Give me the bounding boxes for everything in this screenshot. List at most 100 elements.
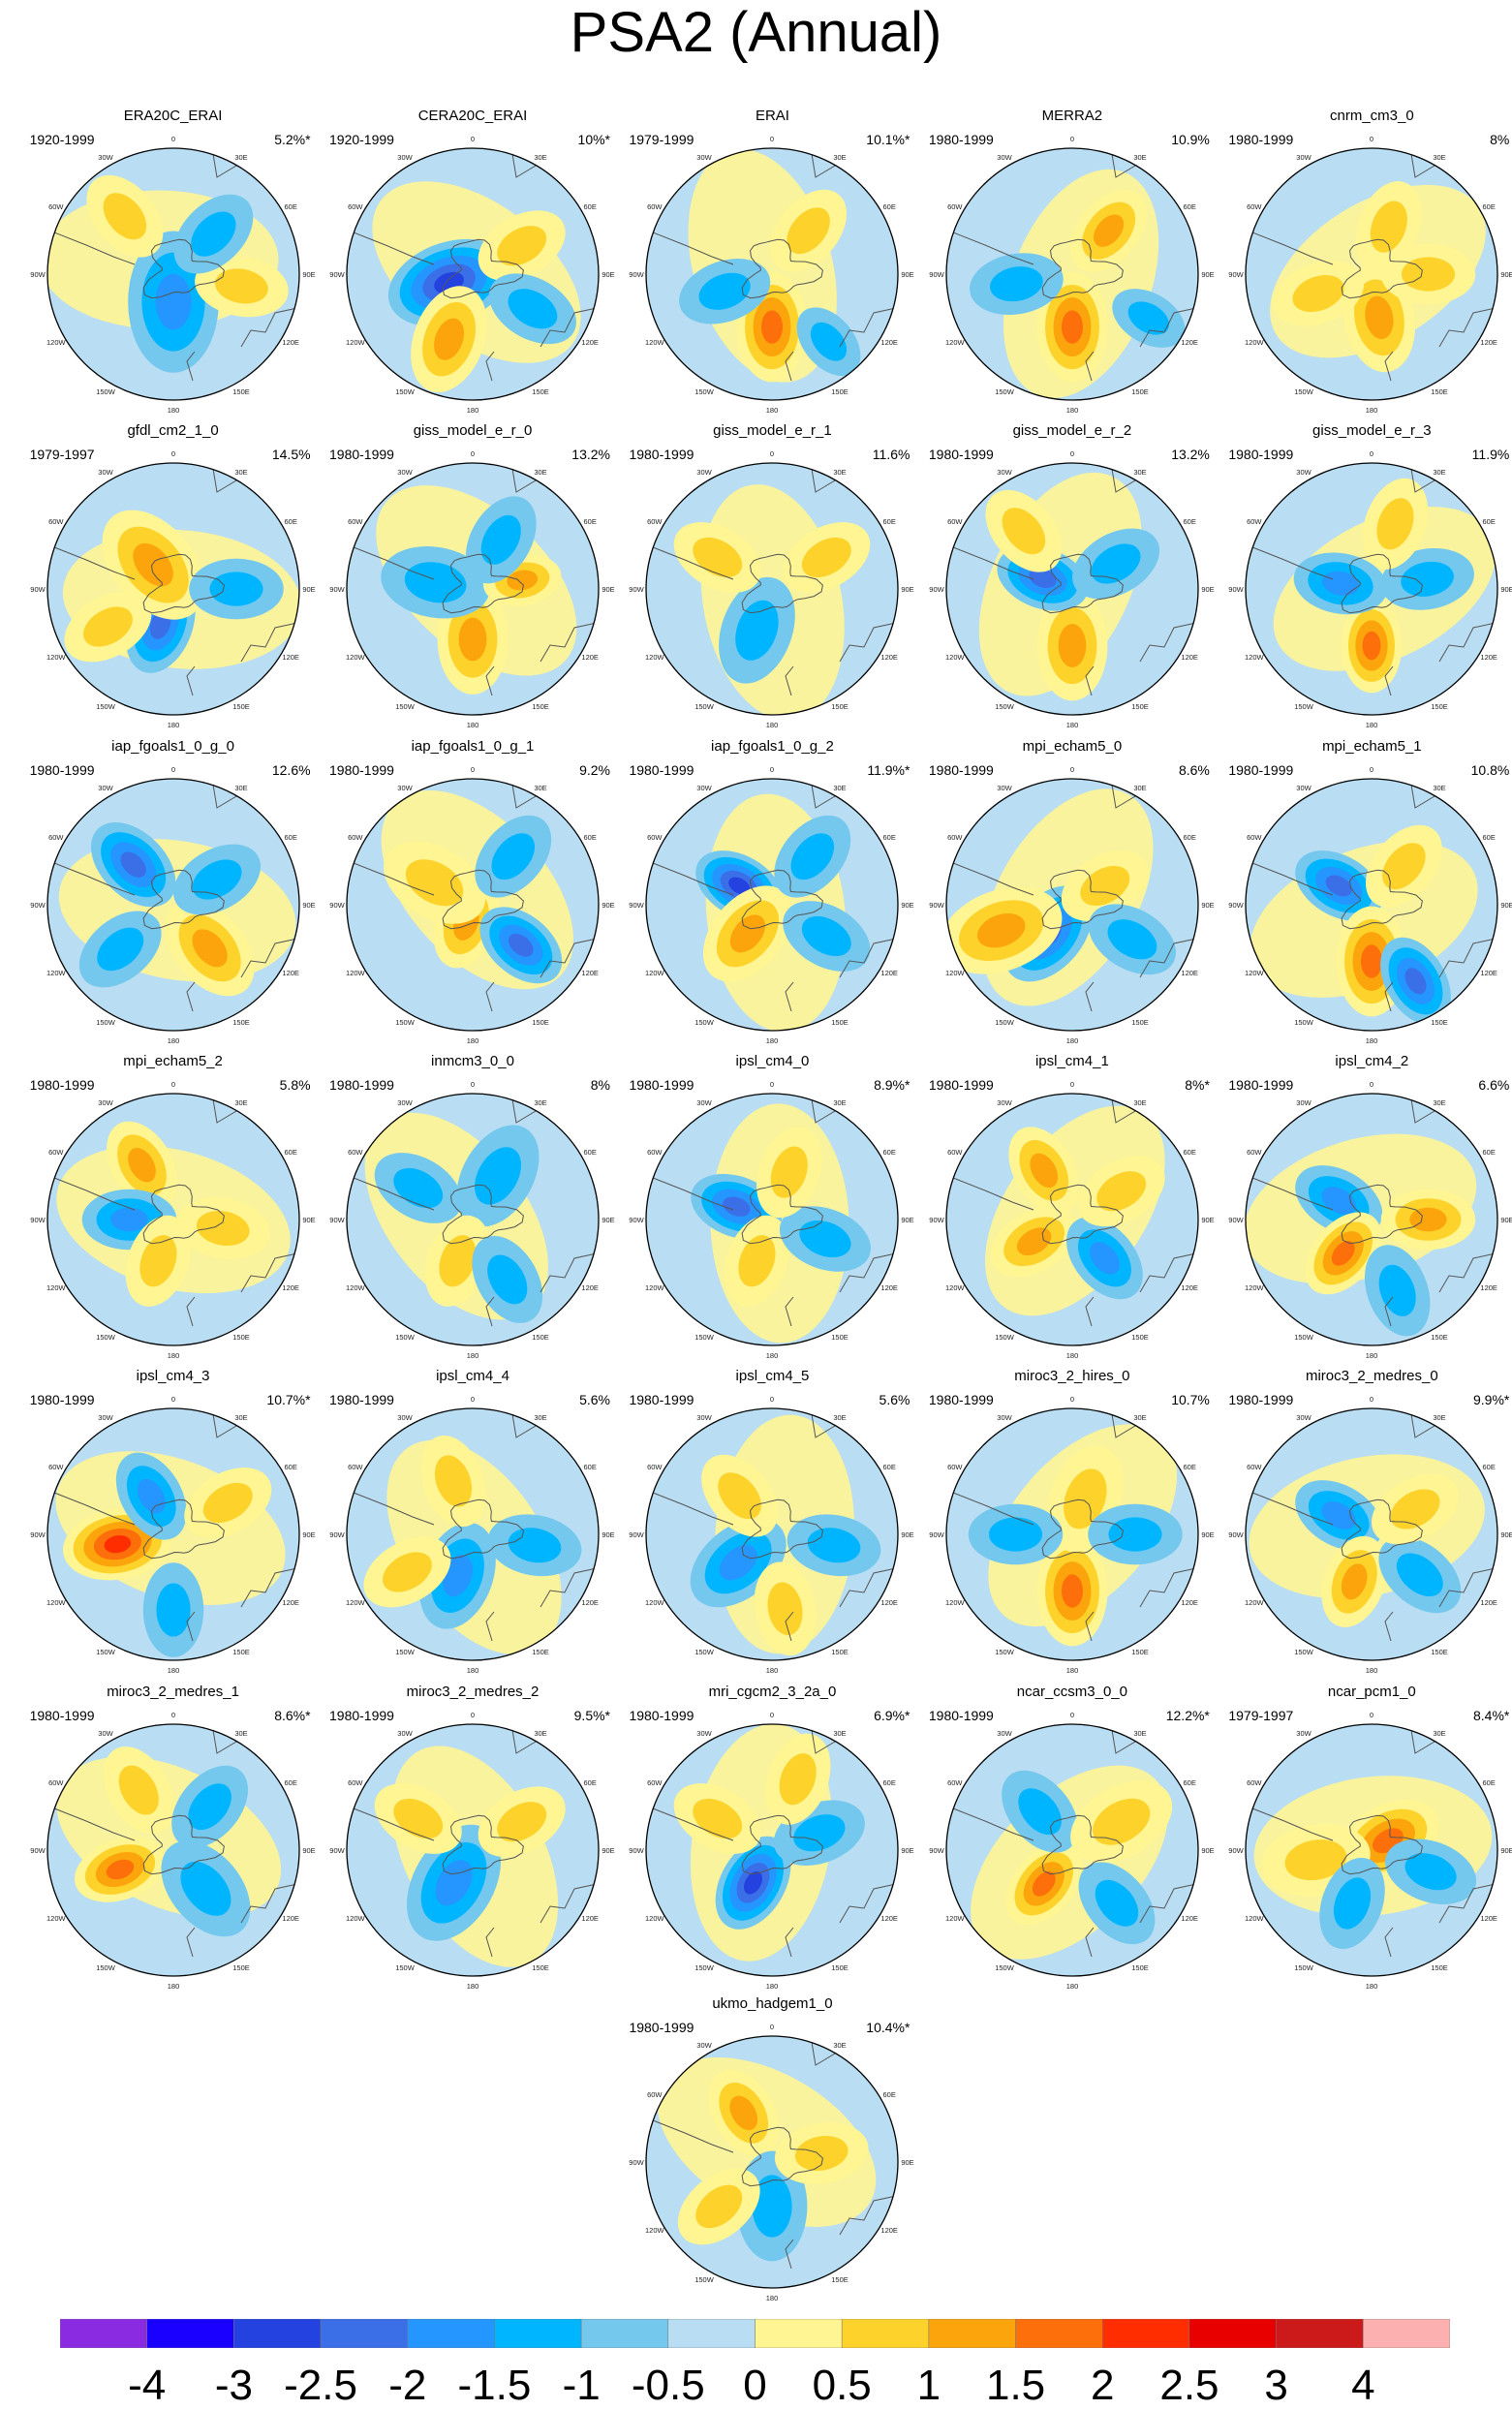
colorbar-swatch <box>1276 2319 1364 2348</box>
negative-anomaly-contour <box>109 1207 148 1232</box>
antarctica-coastline <box>742 1184 824 1245</box>
panel-title: iap_fgoals1_0_g_2 <box>711 737 834 755</box>
panel-percent: 8% <box>590 1077 610 1094</box>
australia-coastline <box>1139 307 1196 348</box>
polar-map: 0 30E 60E 90E 120E 150E 180 150W 120W 90W 60W 30W <box>1229 765 1512 1045</box>
longitude-label: 90W <box>630 270 645 279</box>
longitude-label: 30W <box>98 153 113 162</box>
polar-map: 0 30E 60E 90E 120E 150E 180 150W 120W 90W 60W 30W <box>1229 1711 1512 1991</box>
longitude-label: 180 <box>167 1036 179 1045</box>
colorbar-swatch <box>494 2319 582 2348</box>
negative-anomaly-contour <box>720 1545 758 1581</box>
positive-anomaly-contour <box>507 570 539 591</box>
map-boundary <box>645 778 900 1032</box>
longitude-label: 90W <box>30 901 46 910</box>
longitude-label: 150W <box>995 1333 1015 1342</box>
negative-anomaly-contour <box>155 273 191 330</box>
longitude-label: 60W <box>947 1463 963 1471</box>
longitude-label: 90E <box>302 585 315 594</box>
longitude-label: 30E <box>1434 784 1446 792</box>
australia-coastline <box>1139 938 1196 977</box>
positive-anomaly-contour <box>787 207 831 255</box>
map-panel: iap_fgoals1_0_g_2 1980-1999 11.9%* 0 30E 60E 9… <box>627 738 917 1046</box>
longitude-label: 30E <box>834 784 847 792</box>
longitude-label: 0 <box>1070 135 1074 143</box>
longitude-label: 180 <box>1066 721 1079 729</box>
negative-anomaly-contour <box>119 851 146 878</box>
longitude-label: 150E <box>832 1963 849 1972</box>
panel-title: giss_model_e_r_0 <box>413 422 533 440</box>
longitude-label: 150E <box>1432 1333 1449 1342</box>
longitude-label: 90E <box>1501 270 1512 279</box>
longitude-label: 60W <box>648 1778 663 1787</box>
map-panel: mri_cgcm2_3_2a_0 1980-1999 6.9%* 0 30E 60E 90E… <box>627 1684 917 1992</box>
antarctica-coastline <box>1041 1499 1124 1560</box>
panel-years: 1980-1999 <box>329 1077 394 1094</box>
longitude-label: 0 <box>1370 449 1373 458</box>
longitude-label: 60W <box>1247 1148 1262 1157</box>
longitude-label: 120E <box>282 1283 299 1292</box>
positive-anomaly-contour <box>127 1147 156 1183</box>
longitude-label: 150W <box>395 387 416 396</box>
polar-map: 0 30E 60E 90E 120E 150E 180 150W 120W 90W 60W 30W <box>929 1080 1214 1360</box>
map-panel: mpi_echam5_0 1980-1999 8.6% 0 30E 60E 90E 120E 1… <box>927 738 1218 1046</box>
panel-years: 1980-1999 <box>29 1392 95 1408</box>
map-boundary <box>46 1722 300 1977</box>
longitude-label: 60E <box>284 202 296 211</box>
south-america-coastline <box>1248 860 1334 896</box>
positive-anomaly-contour <box>405 858 464 906</box>
panel-years: 1980-1999 <box>928 1392 994 1408</box>
australia-coastline <box>1139 1567 1196 1608</box>
south-america-coastline <box>48 230 135 265</box>
australia-coastline <box>1438 938 1497 977</box>
longitude-label: 30E <box>534 784 546 792</box>
panel-years: 1980-1999 <box>629 1707 694 1723</box>
new-zealand-coastline <box>485 1612 495 1642</box>
longitude-label: 0 <box>471 1395 475 1404</box>
longitude-label: 150E <box>532 1018 549 1027</box>
longitude-label: 90E <box>302 1216 315 1224</box>
negative-anomaly-contour <box>1404 1852 1458 1890</box>
longitude-label: 30W <box>98 1413 113 1422</box>
panel-years: 1980-1999 <box>1228 761 1294 778</box>
longitude-label: 0 <box>770 765 774 774</box>
polar-map: 0 30E 60E 90E 120E 150E 180 150W 120W 90W 60W 30W <box>1229 1395 1512 1675</box>
longitude-label: 120W <box>346 653 366 662</box>
map-boundary <box>46 778 300 1032</box>
australia-coastline <box>540 938 598 977</box>
south-america-coastline <box>947 230 1034 265</box>
negative-anomaly-contour <box>988 1517 1042 1552</box>
longitude-label: 150E <box>232 1333 250 1342</box>
panel-percent: 10.9% <box>1171 132 1210 148</box>
longitude-label: 150W <box>395 1018 416 1027</box>
colorbar-tick-label: 1.5 <box>985 2362 1046 2409</box>
longitude-label: 60E <box>1483 1778 1496 1787</box>
panel-years: 1980-1999 <box>928 1707 994 1723</box>
new-zealand-coastline <box>785 2239 794 2269</box>
panel-percent: 10.8% <box>1470 761 1510 778</box>
negative-anomaly-contour <box>1091 543 1141 584</box>
panel-years: 1920-1999 <box>29 132 95 148</box>
map-panel: ERAI 1979-1999 10.1%* 0 30E 60E 90E 120E 150E 180… <box>627 108 917 416</box>
longitude-label: 90W <box>329 270 345 279</box>
antarctica-coastline <box>442 1814 524 1874</box>
south-america-coastline <box>1248 1806 1334 1841</box>
longitude-label: 90E <box>1501 585 1512 594</box>
south-america-coastline <box>648 544 734 580</box>
antarctica-coastline <box>742 1499 824 1560</box>
longitude-label: 90E <box>302 1530 315 1539</box>
longitude-label: 0 <box>170 1080 174 1089</box>
panel-title: cnrm_cm3_0 <box>1329 108 1414 125</box>
longitude-label: 30E <box>834 153 847 162</box>
positive-anomaly-contour <box>393 1798 444 1838</box>
polar-map: 0 30E 60E 90E 120E 150E 180 150W 120W 90W 60W 30W <box>630 1080 914 1360</box>
longitude-label: 90W <box>630 585 645 594</box>
longitude-label: 0 <box>1370 1395 1373 1404</box>
polar-map: 0 30E 60E 90E 120E 150E 180 150W 120W 90W 60W 30W <box>30 1395 315 1675</box>
colorbar-tick-label: -0.5 <box>631 2362 705 2409</box>
polar-map: 0 30E 60E 90E 120E 150E 180 150W 120W 90W 60W 30W <box>329 1395 614 1675</box>
negative-anomaly-contour <box>1397 1553 1444 1597</box>
map-boundary <box>1245 462 1498 717</box>
map-panel: mpi_echam5_2 1980-1999 5.8% 0 30E 60E 90E 120E 1… <box>28 1053 319 1361</box>
south-america-coastline <box>1248 1490 1334 1526</box>
